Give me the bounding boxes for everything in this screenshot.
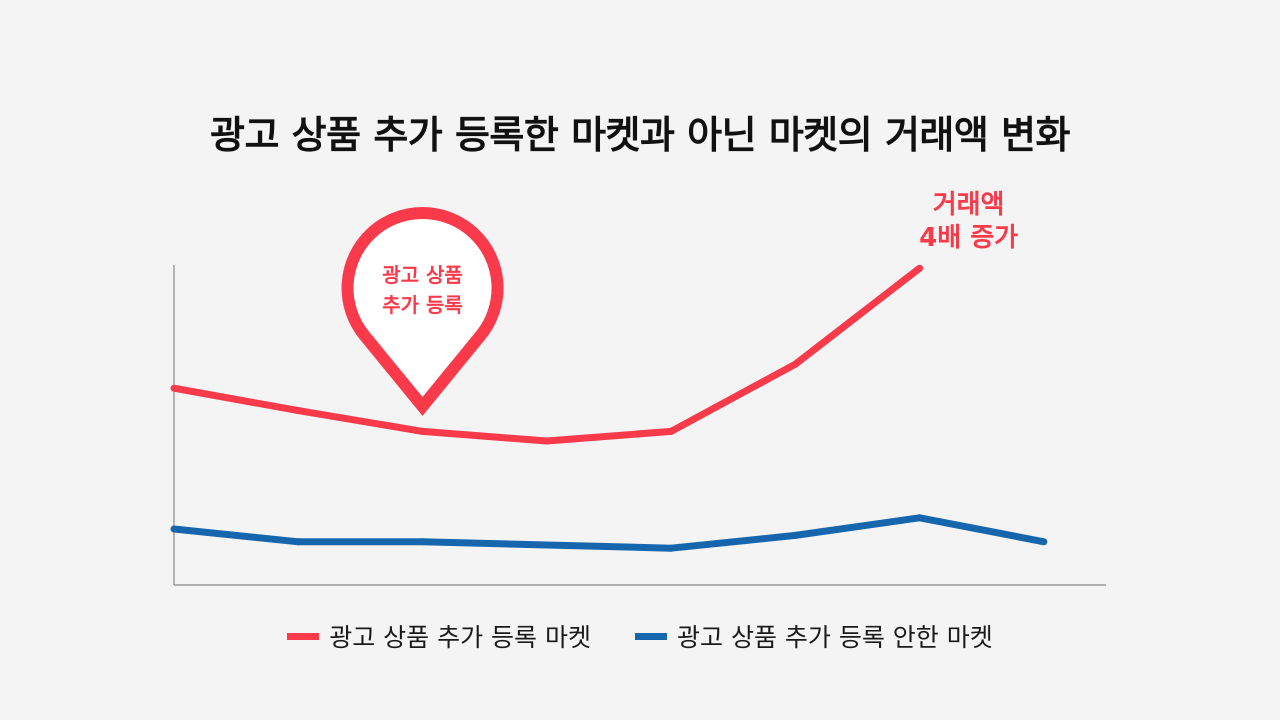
data-point-not-advertised bbox=[543, 541, 551, 549]
pin-label-line: 광고 상품 bbox=[382, 263, 463, 287]
legend-label-advertised: 광고 상품 추가 등록 마켓 bbox=[329, 623, 592, 652]
legend-item-not-advertised: 광고 상품 추가 등록 안한 마켓 bbox=[635, 618, 993, 654]
growth-label-line: 4배 증가 bbox=[919, 223, 1018, 253]
data-point-advertised bbox=[294, 407, 302, 415]
pin-marker-shape bbox=[341, 207, 504, 416]
series-line-not-advertised bbox=[173, 514, 1045, 552]
series-line-advertised bbox=[173, 265, 922, 445]
legend-item-advertised: 광고 상품 추가 등록 마켓 bbox=[287, 618, 591, 654]
legend-swatch-not-advertised bbox=[635, 632, 668, 640]
data-point-not-advertised bbox=[170, 525, 178, 533]
series-layer bbox=[170, 264, 1048, 552]
data-point-advertised bbox=[543, 437, 551, 445]
legend-label-not-advertised: 광고 상품 추가 등록 안한 마켓 bbox=[677, 623, 993, 652]
legend-swatch-advertised bbox=[287, 632, 320, 640]
data-point-advertised bbox=[916, 264, 924, 272]
data-point-not-advertised bbox=[1040, 538, 1048, 546]
chart-axes bbox=[173, 265, 1106, 586]
data-point-advertised bbox=[791, 360, 799, 368]
data-point-not-advertised bbox=[294, 538, 302, 546]
data-point-advertised bbox=[170, 384, 178, 392]
growth-label-line: 거래액 bbox=[933, 190, 1005, 220]
data-point-not-advertised bbox=[419, 538, 427, 546]
chart-legend: 광고 상품 추가 등록 마켓 광고 상품 추가 등록 안한 마켓 bbox=[0, 618, 1280, 654]
data-point-not-advertised bbox=[916, 514, 924, 522]
data-point-advertised bbox=[667, 427, 675, 435]
data-point-not-advertised bbox=[791, 531, 799, 539]
data-point-not-advertised bbox=[667, 544, 675, 552]
pin-label-line: 추가 등록 bbox=[382, 293, 463, 317]
data-point-advertised bbox=[419, 427, 427, 435]
chart-title: 광고 상품 추가 등록한 마켓과 아닌 마켓의 거래액 변화 bbox=[210, 113, 1070, 157]
